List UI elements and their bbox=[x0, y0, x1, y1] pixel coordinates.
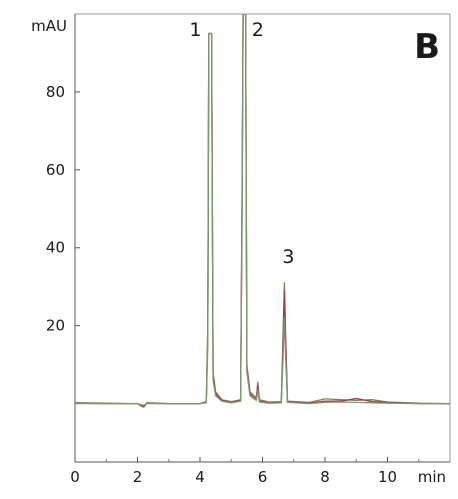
peak-label-3: 3 bbox=[282, 246, 294, 268]
x-tick-label-0: 0 bbox=[70, 468, 80, 486]
series-line-2 bbox=[75, 14, 450, 407]
x-tick-label-8: 8 bbox=[320, 468, 330, 486]
panel-letter: B bbox=[414, 27, 440, 67]
peak-label-1: 1 bbox=[189, 19, 201, 41]
x-tick-label-10: 10 bbox=[378, 468, 397, 486]
y-unit-label: mAU bbox=[31, 17, 67, 35]
series-line-1 bbox=[75, 14, 450, 408]
y-tick-label-40: 40 bbox=[46, 239, 65, 257]
series-line-3 bbox=[75, 14, 450, 406]
series-group bbox=[75, 14, 450, 408]
series-layer bbox=[75, 14, 450, 408]
plot-frame bbox=[74, 13, 451, 463]
y-tick-label-20: 20 bbox=[46, 317, 65, 335]
y-tick-label-80: 80 bbox=[46, 83, 65, 101]
labels-layer: 20 40 60 80 0 2 4 6 8 10 mAU min B 1 2 3 bbox=[31, 17, 446, 486]
x-tick-label-2: 2 bbox=[133, 468, 143, 486]
x-tick-label-4: 4 bbox=[195, 468, 205, 486]
x-unit-label: min bbox=[418, 468, 446, 486]
x-tick-label-6: 6 bbox=[258, 468, 268, 486]
y-tick-label-60: 60 bbox=[46, 161, 65, 179]
axes-layer bbox=[74, 13, 451, 463]
peak-label-2: 2 bbox=[252, 19, 264, 41]
